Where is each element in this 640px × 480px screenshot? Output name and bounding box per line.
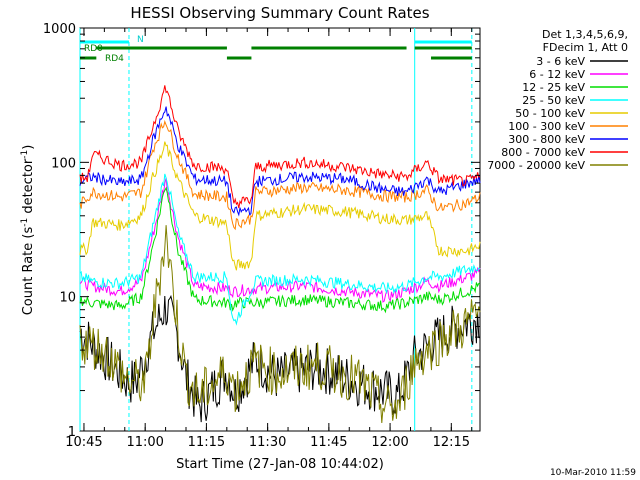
legend-label-8: 7000 - 20000 keV bbox=[487, 159, 585, 172]
chart-title: HESSI Observing Summary Count Rates bbox=[130, 4, 429, 22]
y-tick-label-3: 1000 bbox=[43, 22, 76, 37]
legend-label-3: 25 - 50 keV bbox=[522, 94, 585, 107]
x-axis-label: Start Time (27-Jan-08 10:44:02) bbox=[176, 457, 384, 472]
segment-label-rd4: RD4 bbox=[105, 54, 124, 64]
series-line-4 bbox=[79, 141, 481, 271]
legend-label-5: 100 - 300 keV bbox=[508, 120, 585, 133]
series-line-3 bbox=[79, 173, 481, 326]
segment-bars bbox=[80, 40, 472, 60]
legend: Det 1,3,4,5,6,9, FDecim 1, Att 0 3 - 6 k… bbox=[487, 28, 628, 172]
legend-header-line-2: FDecim 1, Att 0 bbox=[543, 41, 628, 54]
series-line-7 bbox=[79, 85, 481, 209]
footer-date: 10-Mar-2010 11:59 bbox=[550, 468, 636, 478]
legend-label-6: 300 - 800 keV bbox=[508, 133, 585, 146]
x-tick-label-6: 12:15 bbox=[433, 435, 470, 450]
y-axis-label: Count Rate (s-1 detector-1) bbox=[20, 145, 36, 316]
x-tick-label-3: 11:30 bbox=[249, 435, 286, 450]
y-axis: 1 10 100 1000 bbox=[43, 22, 480, 440]
series-line-8 bbox=[79, 225, 481, 424]
series-layer bbox=[79, 85, 481, 424]
legend-header-line-1: Det 1,3,4,5,6,9, bbox=[542, 28, 628, 41]
legend-label-0: 3 - 6 keV bbox=[536, 55, 585, 68]
legend-label-4: 50 - 100 keV bbox=[515, 107, 585, 120]
legend-label-1: 6 - 12 keV bbox=[529, 68, 585, 81]
legend-label-7: 800 - 7000 keV bbox=[501, 146, 585, 159]
x-tick-label-1: 11:00 bbox=[126, 435, 163, 450]
x-tick-label-0: 10:45 bbox=[65, 435, 102, 450]
y-tick-label-2: 100 bbox=[51, 156, 76, 171]
x-tick-label-2: 11:15 bbox=[188, 435, 225, 450]
y-tick-label-1: 10 bbox=[59, 291, 76, 306]
series-line-2 bbox=[79, 186, 481, 314]
series-line-0 bbox=[79, 294, 481, 423]
y-tick-label-0: 1 bbox=[68, 425, 76, 440]
x-tick-label-4: 11:45 bbox=[310, 435, 347, 450]
segment-label-rd0: RD0 bbox=[84, 44, 103, 54]
segment-label-n: N bbox=[137, 35, 144, 45]
x-axis: 10:45 11:00 11:15 11:30 11:45 12:00 12:15 bbox=[65, 28, 473, 450]
x-tick-label-5: 12:00 bbox=[371, 435, 408, 450]
legend-label-2: 12 - 25 keV bbox=[522, 81, 585, 94]
series-line-6 bbox=[79, 106, 481, 217]
